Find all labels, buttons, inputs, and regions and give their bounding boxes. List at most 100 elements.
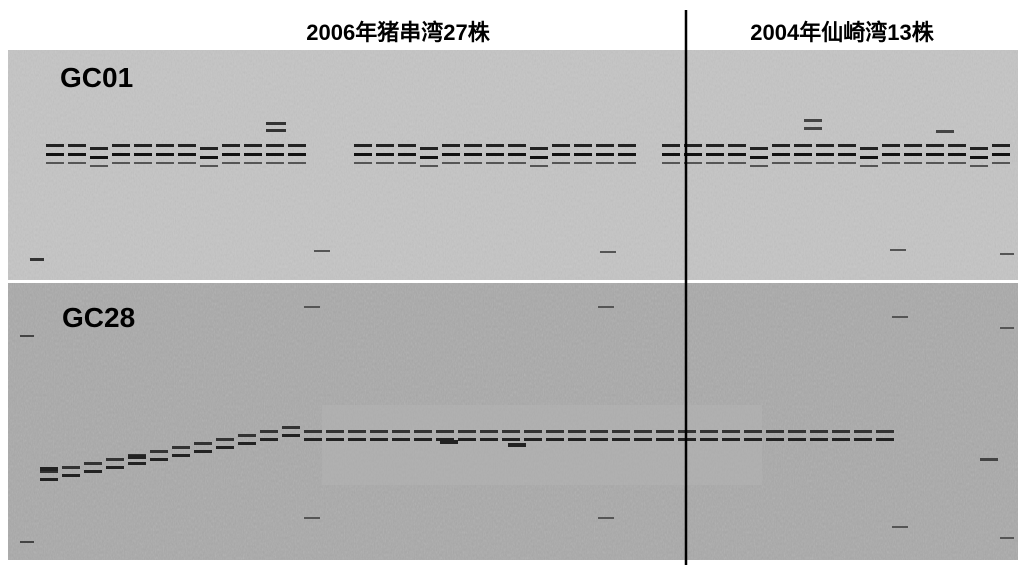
band [772,144,790,147]
band [222,144,240,147]
band [722,430,740,433]
band [502,438,520,441]
band [794,162,812,164]
band [314,250,330,252]
band [530,156,548,159]
band [816,153,834,156]
band [970,156,988,159]
band [508,162,526,164]
band [574,162,592,164]
band [1000,327,1014,329]
band [524,430,542,433]
band [178,162,196,164]
band [744,430,762,433]
panel-label: GC01 [60,62,133,93]
band [304,430,322,433]
band [414,438,432,441]
band [354,153,372,156]
band [354,144,372,147]
band [30,258,44,261]
band [992,162,1010,164]
band [222,153,240,156]
band [948,144,966,147]
band [860,156,878,159]
band [530,165,548,167]
band [222,162,240,164]
band [458,430,476,433]
band [662,144,680,147]
band [598,306,614,308]
band [750,147,768,150]
band [354,162,372,164]
band [838,153,856,156]
band [266,162,284,164]
band [810,438,828,441]
band [420,165,438,167]
band [40,478,58,481]
band [904,144,922,147]
band [804,127,822,130]
band [442,144,460,147]
band [112,162,130,164]
band [838,162,856,164]
band [882,153,900,156]
band [980,458,998,461]
band [128,455,146,459]
band [766,430,784,433]
band [546,438,564,441]
band [156,144,174,147]
band [480,430,498,433]
band [502,430,520,433]
band [134,144,152,147]
band [178,144,196,147]
band [398,162,416,164]
band [816,162,834,164]
band [728,144,746,147]
band [244,153,262,156]
band [926,153,944,156]
panel-label: GC28 [62,302,135,333]
band [156,162,174,164]
band [326,438,344,441]
band [788,430,806,433]
band [750,165,768,167]
band [238,442,256,445]
band [926,162,944,164]
band [348,430,366,433]
band [266,122,286,125]
band [216,446,234,449]
band [62,474,80,477]
band [890,249,906,251]
band [348,438,366,441]
band [1000,537,1014,539]
band [700,430,718,433]
band [744,438,762,441]
band [458,438,476,441]
band [46,162,64,164]
band [794,144,812,147]
gel-region [322,405,762,485]
band [326,430,344,433]
band [106,458,124,461]
band [304,306,320,308]
band [992,153,1010,156]
band [832,438,850,441]
band [112,144,130,147]
band [420,147,438,150]
band [442,162,460,164]
band [568,430,586,433]
band [618,153,636,156]
band [464,162,482,164]
band [804,119,822,122]
band [810,430,828,433]
band [244,162,262,164]
band [876,438,894,441]
band [728,153,746,156]
band [112,153,130,156]
band [552,162,570,164]
band [376,144,394,147]
band [788,438,806,441]
band [706,153,724,156]
band [392,430,410,433]
band [656,438,674,441]
